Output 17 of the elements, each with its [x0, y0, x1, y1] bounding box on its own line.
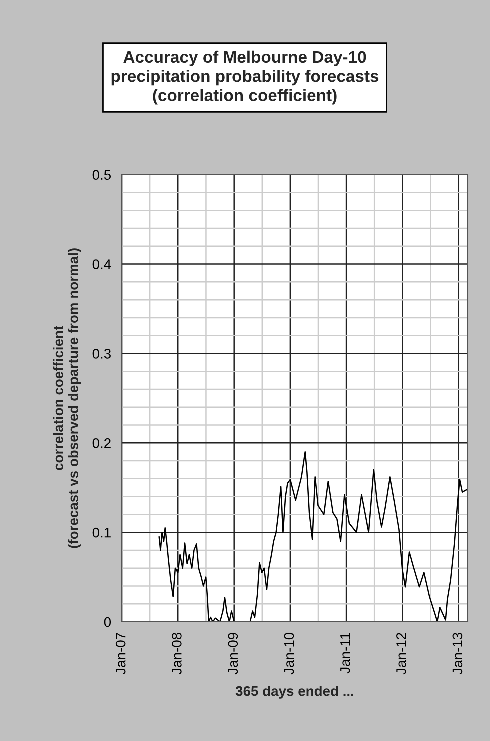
chart-title: Accuracy of Melbourne Day-10 precipitation probability forecasts (correlation coefficient) — [112, 50, 379, 105]
x-tick-label: Jan-12 — [396, 633, 406, 675]
line-series — [158, 451, 468, 622]
x-tick-label: Jan-11 — [340, 633, 350, 674]
y-tick-label: 0.5 — [92, 170, 112, 180]
x-tick-label: Jan-09 — [228, 633, 238, 675]
x-tick-label: Jan-13 — [452, 633, 463, 675]
x-tick-label: Jan-07 — [116, 633, 126, 675]
y-tick-label: 0 — [104, 617, 112, 628]
y-tick-label: 0.1 — [92, 528, 111, 538]
x-axis-title: 365 days ended ... — [236, 686, 354, 699]
y-tick-label: 0.4 — [92, 260, 112, 270]
y-tick-label: 0.3 — [92, 349, 111, 359]
y-axis-title: correlation coefficient (forecast vs observed departure from normal) — [53, 248, 82, 548]
y-tick-label: 0.2 — [92, 438, 111, 448]
x-tick-label: Jan-08 — [172, 633, 182, 675]
x-tick-label: Jan-10 — [284, 632, 294, 675]
